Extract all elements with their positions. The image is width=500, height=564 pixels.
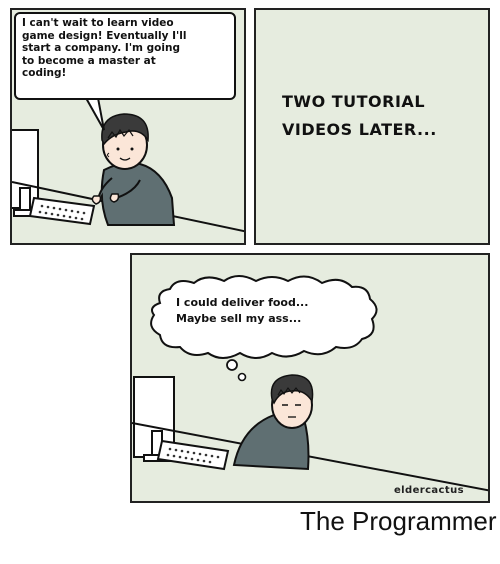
person-hair (101, 113, 149, 146)
desk-edge (132, 422, 488, 492)
caption-line: TWO TUTORIAL (282, 92, 426, 111)
speech-bubble: I can't wait to learn video game design!… (14, 12, 236, 100)
keyboard-icon (156, 439, 230, 471)
page-caption: The Programmer (300, 506, 497, 536)
keyboard-icon (28, 196, 96, 226)
caption-line: VIDEOS LATER... (282, 120, 437, 139)
thought-bubble-dot (237, 372, 247, 382)
speech-line: I can't wait to learn video (22, 17, 174, 29)
hand-left (91, 195, 102, 205)
comic-panel-2: TWO TUTORIAL VIDEOS LATER... (254, 8, 490, 245)
hand-right (109, 193, 120, 203)
artist-signature: eldercactus (394, 485, 464, 496)
panel-2-caption: TWO TUTORIAL VIDEOS LATER... (282, 88, 437, 144)
thought-text: I could deliver food... Maybe sell my as… (176, 295, 308, 327)
panel-3-artwork (132, 275, 488, 492)
comic-panel-3: I could deliver food... Maybe sell my as… (130, 253, 490, 503)
speech-line: start a company. I'm going (22, 42, 180, 54)
thought-bubble-dot (226, 359, 238, 371)
speech-tail (85, 97, 105, 131)
smile (119, 157, 131, 161)
thought-line: Maybe sell my ass... (176, 312, 302, 325)
thought-cloud (150, 275, 378, 359)
speech-line: game design! Eventually I'll (22, 29, 187, 42)
speech-line: coding! (22, 67, 67, 79)
thought-line: I could deliver food... (176, 296, 309, 309)
comic-panel-1: I can't wait to learn video game design!… (10, 8, 246, 245)
panel-1-artwork (12, 97, 244, 233)
computer-monitor-icon (12, 129, 43, 217)
speech-line: to become a master at (22, 54, 156, 67)
